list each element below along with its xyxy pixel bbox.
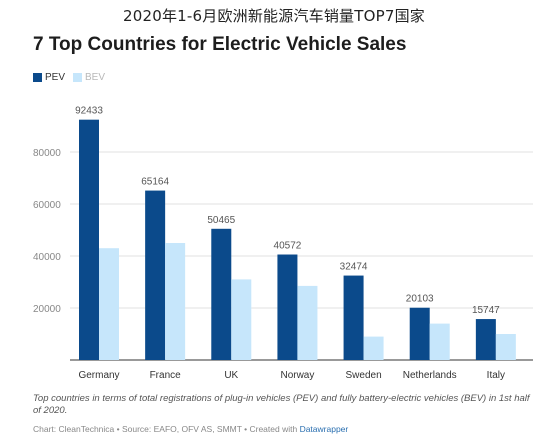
datawrapper-link[interactable]: Datawrapper: [299, 424, 349, 434]
chart-credit: Chart: CleanTechnica • Source: EAFO, OFV…: [33, 424, 348, 434]
x-tick-label: Italy: [487, 370, 505, 381]
bar-pev: [211, 228, 232, 360]
legend-item-bev: BEV: [73, 72, 105, 83]
data-label: 92433: [75, 106, 103, 117]
bar-bev: [363, 336, 384, 360]
page-title: 2020年1-6月欧洲新能源汽车销量TOP7国家: [122, 7, 426, 25]
x-tick-label: Sweden: [346, 370, 382, 381]
legend-swatch-bev: [73, 73, 82, 82]
bar-bev: [297, 285, 318, 360]
y-tick-label: 20000: [33, 304, 61, 315]
chart-caption: Top countries in terms of total registra…: [33, 393, 530, 416]
y-tick-label: 80000: [33, 148, 61, 159]
x-tick-label: Germany: [78, 370, 119, 381]
bar-pev: [343, 275, 364, 360]
bar-bev: [99, 248, 119, 360]
bar-pev: [475, 319, 496, 360]
data-label: 65164: [141, 177, 169, 188]
legend-swatch-pev: [33, 73, 42, 82]
x-tick-label: Norway: [280, 370, 314, 381]
data-label: 32474: [340, 262, 368, 273]
data-label: 50465: [207, 215, 235, 226]
data-label: 40572: [274, 241, 302, 252]
bar-pev: [145, 190, 166, 360]
x-tick-label: France: [150, 370, 182, 381]
legend-label-pev: PEV: [45, 72, 66, 83]
bar-bev: [165, 243, 186, 360]
chart-title: 7 Top Countries for Electric Vehicle Sal…: [33, 34, 407, 55]
bar-bev: [495, 334, 516, 360]
bar-pev: [277, 254, 298, 360]
data-label: 15747: [472, 305, 500, 316]
bar-pev: [79, 119, 99, 361]
bar-pev: [409, 307, 430, 360]
legend-item-pev: PEV: [33, 72, 65, 83]
legend-label-bev: BEV: [85, 72, 106, 83]
bar-bev: [429, 323, 450, 360]
bar-bev: [231, 279, 252, 360]
y-tick-label: 60000: [33, 200, 61, 211]
y-tick-label: 40000: [33, 252, 61, 263]
x-tick-label: UK: [224, 370, 238, 381]
credit-text: Chart: CleanTechnica • Source: EAFO, OFV…: [33, 424, 300, 434]
data-label: 20103: [406, 294, 434, 305]
x-tick-label: Netherlands: [403, 370, 457, 381]
